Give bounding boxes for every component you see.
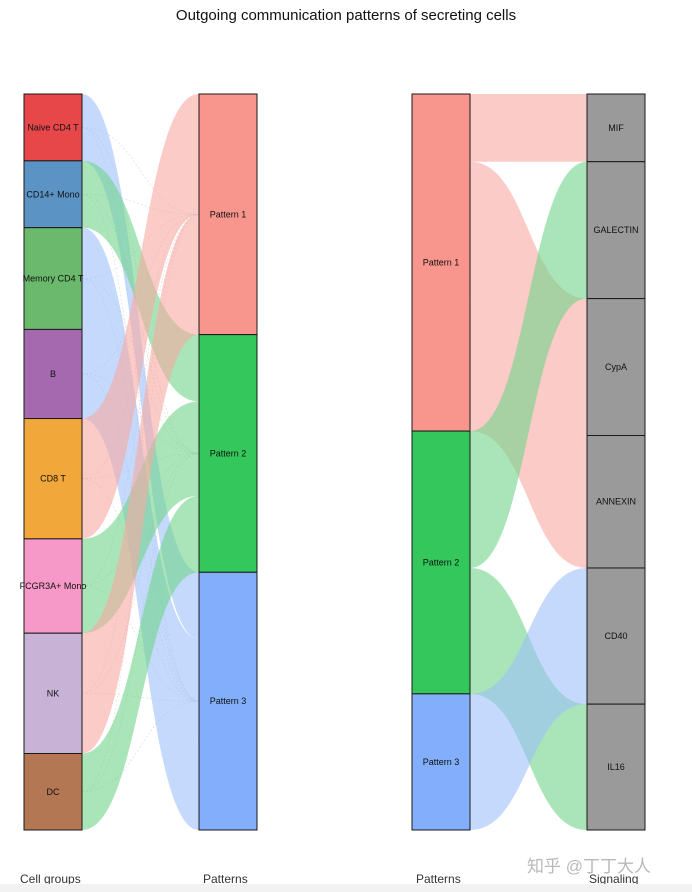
flow-nk-to-pattern-1: [82, 214, 199, 754]
axis-title-signaling: Signaling: [589, 872, 639, 886]
node-label-pattern-2: Pattern 2: [423, 557, 460, 567]
node-pattern-3-target[interactable]: [198, 571, 258, 831]
node-pattern-1-target[interactable]: [198, 93, 258, 336]
node-nk-source[interactable]: [23, 632, 83, 755]
node-label-naive-cd4-t: Naive CD4 T: [27, 122, 79, 132]
node-pattern-2-source[interactable]: [411, 430, 471, 695]
node-naive-cd4-t-source[interactable]: [23, 93, 83, 162]
node-label-cypa: CypA: [605, 362, 627, 372]
node-cd40-target[interactable]: [586, 567, 646, 705]
flows-panel-1: [81, 94, 200, 830]
node-label-nk: NK: [47, 688, 60, 698]
node-label-cd40: CD40: [604, 631, 627, 641]
node-label-memory-cd4-t: Memory CD4 T: [23, 274, 84, 284]
node-pattern-2-target[interactable]: [198, 334, 258, 573]
node-annexin-target[interactable]: [586, 435, 646, 569]
flows-panel-2: [470, 94, 587, 830]
flow-pattern-1-to-annexin: [470, 298, 587, 568]
node-label-dc: DC: [47, 787, 60, 797]
node-pattern-1-source[interactable]: [411, 93, 471, 432]
node-label-galectin: GALECTIN: [593, 225, 638, 235]
flow-cd8-t-to-pattern-1: [82, 94, 199, 539]
chart-title: Outgoing communication patterns of secre…: [175, 7, 517, 24]
node-label-pattern-1: Pattern 1: [210, 209, 247, 219]
source-nodes-panel-1: Naive CD4 T CD14+ Mono Memory CD4 T B CD8 T F…: [20, 93, 87, 831]
node-label-fcgr3a-mono: FCGR3A+ Mono: [20, 581, 87, 591]
node-label-il16: IL16: [607, 762, 625, 772]
watermark: 知乎 @丁丁大人: [527, 857, 651, 876]
node-label-pattern-2: Pattern 2: [210, 448, 247, 458]
node-mif-target[interactable]: [586, 93, 646, 163]
flow-pattern-3-to-cd40: [470, 567, 587, 830]
target-nodes-panel-1: Pattern 1 Pattern 2 Pattern 3: [198, 93, 258, 831]
node-label-b: B: [50, 369, 56, 379]
flow-pattern-2-to-galectin: [470, 161, 587, 568]
node-label-cd8-t: CD8 T: [40, 474, 66, 484]
node-cypa-target[interactable]: [586, 298, 646, 437]
flow-pattern-1-to-mif: [470, 94, 587, 162]
node-cd8-t-source[interactable]: [23, 418, 83, 540]
node-label-mif: MIF: [608, 123, 624, 133]
node-label-pattern-1: Pattern 1: [423, 258, 460, 268]
node-il16-target[interactable]: [586, 703, 646, 831]
minor-link-fcgr3a-mono-pattern-1: [81, 214, 200, 587]
axis-title-patterns-left: Patterns: [203, 872, 248, 886]
node-cd14-mono-source[interactable]: [23, 160, 83, 229]
node-pattern-3-source[interactable]: [411, 693, 471, 831]
node-galectin-target[interactable]: [586, 161, 646, 300]
axis-title-cell-groups: Cell groups: [20, 872, 81, 886]
minor-link-dc-pattern-3: [81, 700, 200, 793]
node-dc-source[interactable]: [23, 753, 83, 831]
target-nodes-panel-2: MIF GALECTIN CypA ANNEXIN CD40 IL16: [586, 93, 646, 831]
node-label-pattern-3: Pattern 3: [210, 696, 247, 706]
axis-title-patterns-right: Patterns: [416, 872, 461, 886]
minor-link-memory-cd4-t-pattern-1: [81, 214, 200, 279]
node-b-source[interactable]: [23, 328, 83, 420]
source-nodes-panel-2: Pattern 1 Pattern 2 Pattern 3: [411, 93, 471, 831]
bottom-strip: [0, 884, 692, 892]
node-memory-cd4-t-source[interactable]: [23, 227, 83, 330]
node-label-cd14-mono: CD14+ Mono: [26, 189, 79, 199]
node-label-pattern-3: Pattern 3: [423, 757, 460, 767]
node-fcgr3a-mono-source[interactable]: [23, 538, 83, 634]
node-label-annexin: ANNEXIN: [596, 497, 636, 507]
flow-dc-to-pattern-2: [82, 495, 199, 830]
